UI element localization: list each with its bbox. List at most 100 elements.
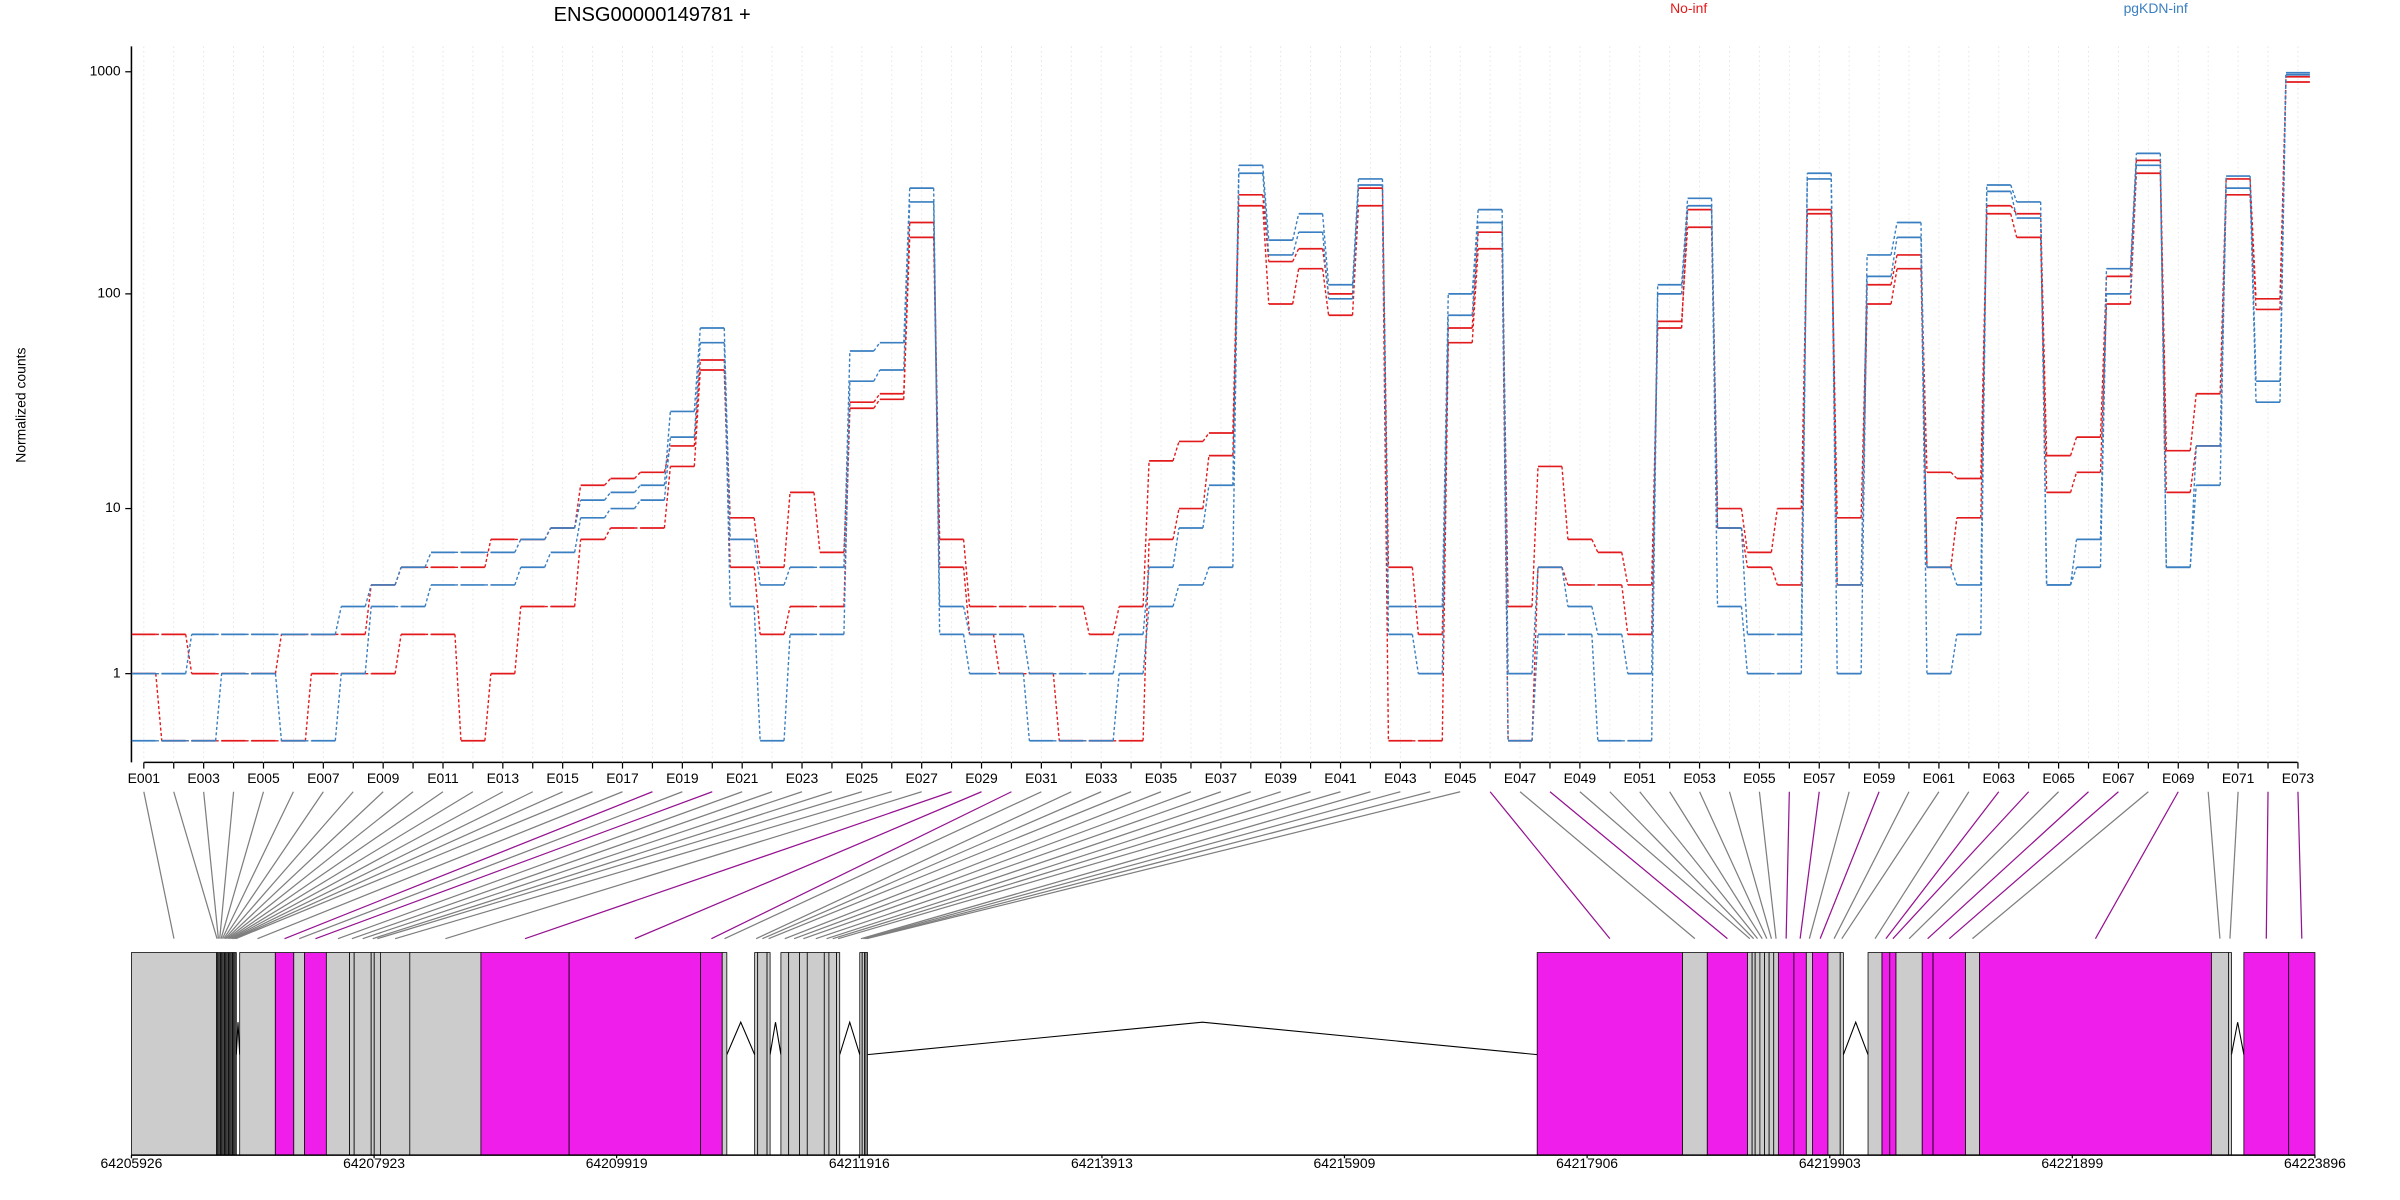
step-connector — [1321, 232, 1330, 299]
step-connector — [992, 634, 1001, 674]
step-connector — [155, 673, 163, 741]
step-connector — [484, 673, 492, 741]
step-connector — [1411, 634, 1420, 674]
step-connector — [783, 492, 791, 568]
y-tick-label: 10 — [105, 499, 121, 515]
x-tick-label: E063 — [1983, 770, 2016, 786]
exon-connector — [362, 791, 803, 940]
exon-connector — [762, 791, 1102, 940]
step-connector — [2010, 205, 2018, 215]
step-connector — [1651, 293, 1659, 741]
x-tick-label: E025 — [846, 770, 879, 786]
step-connector — [604, 491, 612, 501]
step-connector — [932, 201, 941, 635]
exon — [2228, 952, 2232, 1156]
step-connector — [1351, 178, 1360, 285]
step-connector — [573, 539, 582, 607]
exon-connector — [768, 791, 1132, 940]
step-connector — [1770, 508, 1779, 553]
exon-connector — [1819, 791, 1880, 939]
x-tick-label: E039 — [1264, 770, 1297, 786]
exon-connector — [230, 791, 474, 940]
exon — [2288, 952, 2316, 1156]
exon — [1754, 952, 1761, 1156]
step-connector — [514, 606, 522, 674]
step-connector — [1950, 517, 1958, 568]
exon — [349, 952, 355, 1156]
exon-connector — [1908, 791, 2060, 940]
exon — [480, 952, 570, 1156]
x-tick-label: E041 — [1324, 770, 1357, 786]
step-connector — [573, 517, 582, 553]
step-connector — [394, 634, 402, 674]
step-connector — [364, 584, 372, 635]
step-connector — [1920, 268, 1928, 568]
step-connector — [633, 499, 642, 509]
exon — [353, 952, 372, 1156]
step-connector — [1112, 634, 1120, 674]
exon — [131, 952, 217, 1156]
intron — [2230, 1022, 2245, 1055]
step-connector — [544, 552, 552, 568]
step-connector — [633, 484, 641, 493]
exon — [216, 952, 218, 1156]
chart-title: ENSG00000149781 + — [554, 4, 751, 26]
step-connector — [1531, 634, 1539, 741]
step-connector — [1202, 485, 1210, 529]
exon — [1812, 952, 1829, 1156]
step-connector — [693, 342, 701, 438]
exon — [1921, 952, 1934, 1156]
step-connector — [2189, 445, 2197, 568]
x-tick-label: E011 — [427, 770, 459, 786]
step-connector — [2069, 472, 2078, 493]
exon-connector — [634, 791, 982, 940]
exon — [1751, 952, 1756, 1156]
step-connector — [1950, 634, 1958, 674]
step-connector — [1321, 213, 1330, 285]
step-connector — [1800, 178, 1808, 674]
exon — [1965, 952, 1980, 1156]
step-connector — [1142, 460, 1150, 607]
y-tick-label: 1 — [113, 664, 121, 680]
exon-connector — [784, 791, 1162, 940]
x-tick-label: E033 — [1085, 770, 1118, 786]
exon — [1979, 952, 2212, 1156]
step-connector — [1680, 209, 1689, 329]
exon-connector — [793, 791, 1192, 940]
step-connector — [2069, 539, 2078, 586]
exon-connector — [227, 791, 414, 940]
step-connector — [663, 411, 672, 486]
step-connector — [1621, 634, 1629, 674]
step-connector — [1920, 222, 1928, 568]
exon-connector — [2297, 791, 2303, 939]
exon — [788, 952, 800, 1156]
step-connector — [1321, 268, 1330, 316]
step-connector — [873, 393, 881, 403]
exon — [1706, 952, 1748, 1156]
exon-connector — [1927, 791, 2089, 940]
exon — [233, 952, 236, 1156]
exon — [865, 952, 868, 1156]
exon — [224, 952, 226, 1156]
exon — [2243, 952, 2290, 1156]
step-connector — [633, 471, 641, 480]
genomic-tick-label: 64221899 — [2041, 1155, 2103, 1171]
exon — [700, 952, 723, 1156]
exon — [293, 952, 305, 1156]
step-connector — [1980, 191, 1988, 635]
genomic-tick-label: 64207923 — [343, 1155, 405, 1171]
exon-connector — [2229, 791, 2239, 939]
step-connector — [1740, 606, 1749, 674]
step-connector — [753, 567, 761, 635]
exon — [757, 952, 768, 1156]
exon — [1682, 952, 1708, 1156]
intron — [839, 1020, 861, 1055]
exon-connector — [1549, 791, 1728, 940]
x-tick-label: E009 — [367, 770, 400, 786]
x-tick-label: E049 — [1564, 770, 1597, 786]
step-connector — [1740, 508, 1749, 553]
genomic-tick-label: 64213913 — [1071, 1155, 1133, 1171]
exon — [409, 952, 482, 1156]
exon-connector — [2207, 791, 2221, 939]
genomic-tick-label: 64215909 — [1314, 1155, 1376, 1171]
